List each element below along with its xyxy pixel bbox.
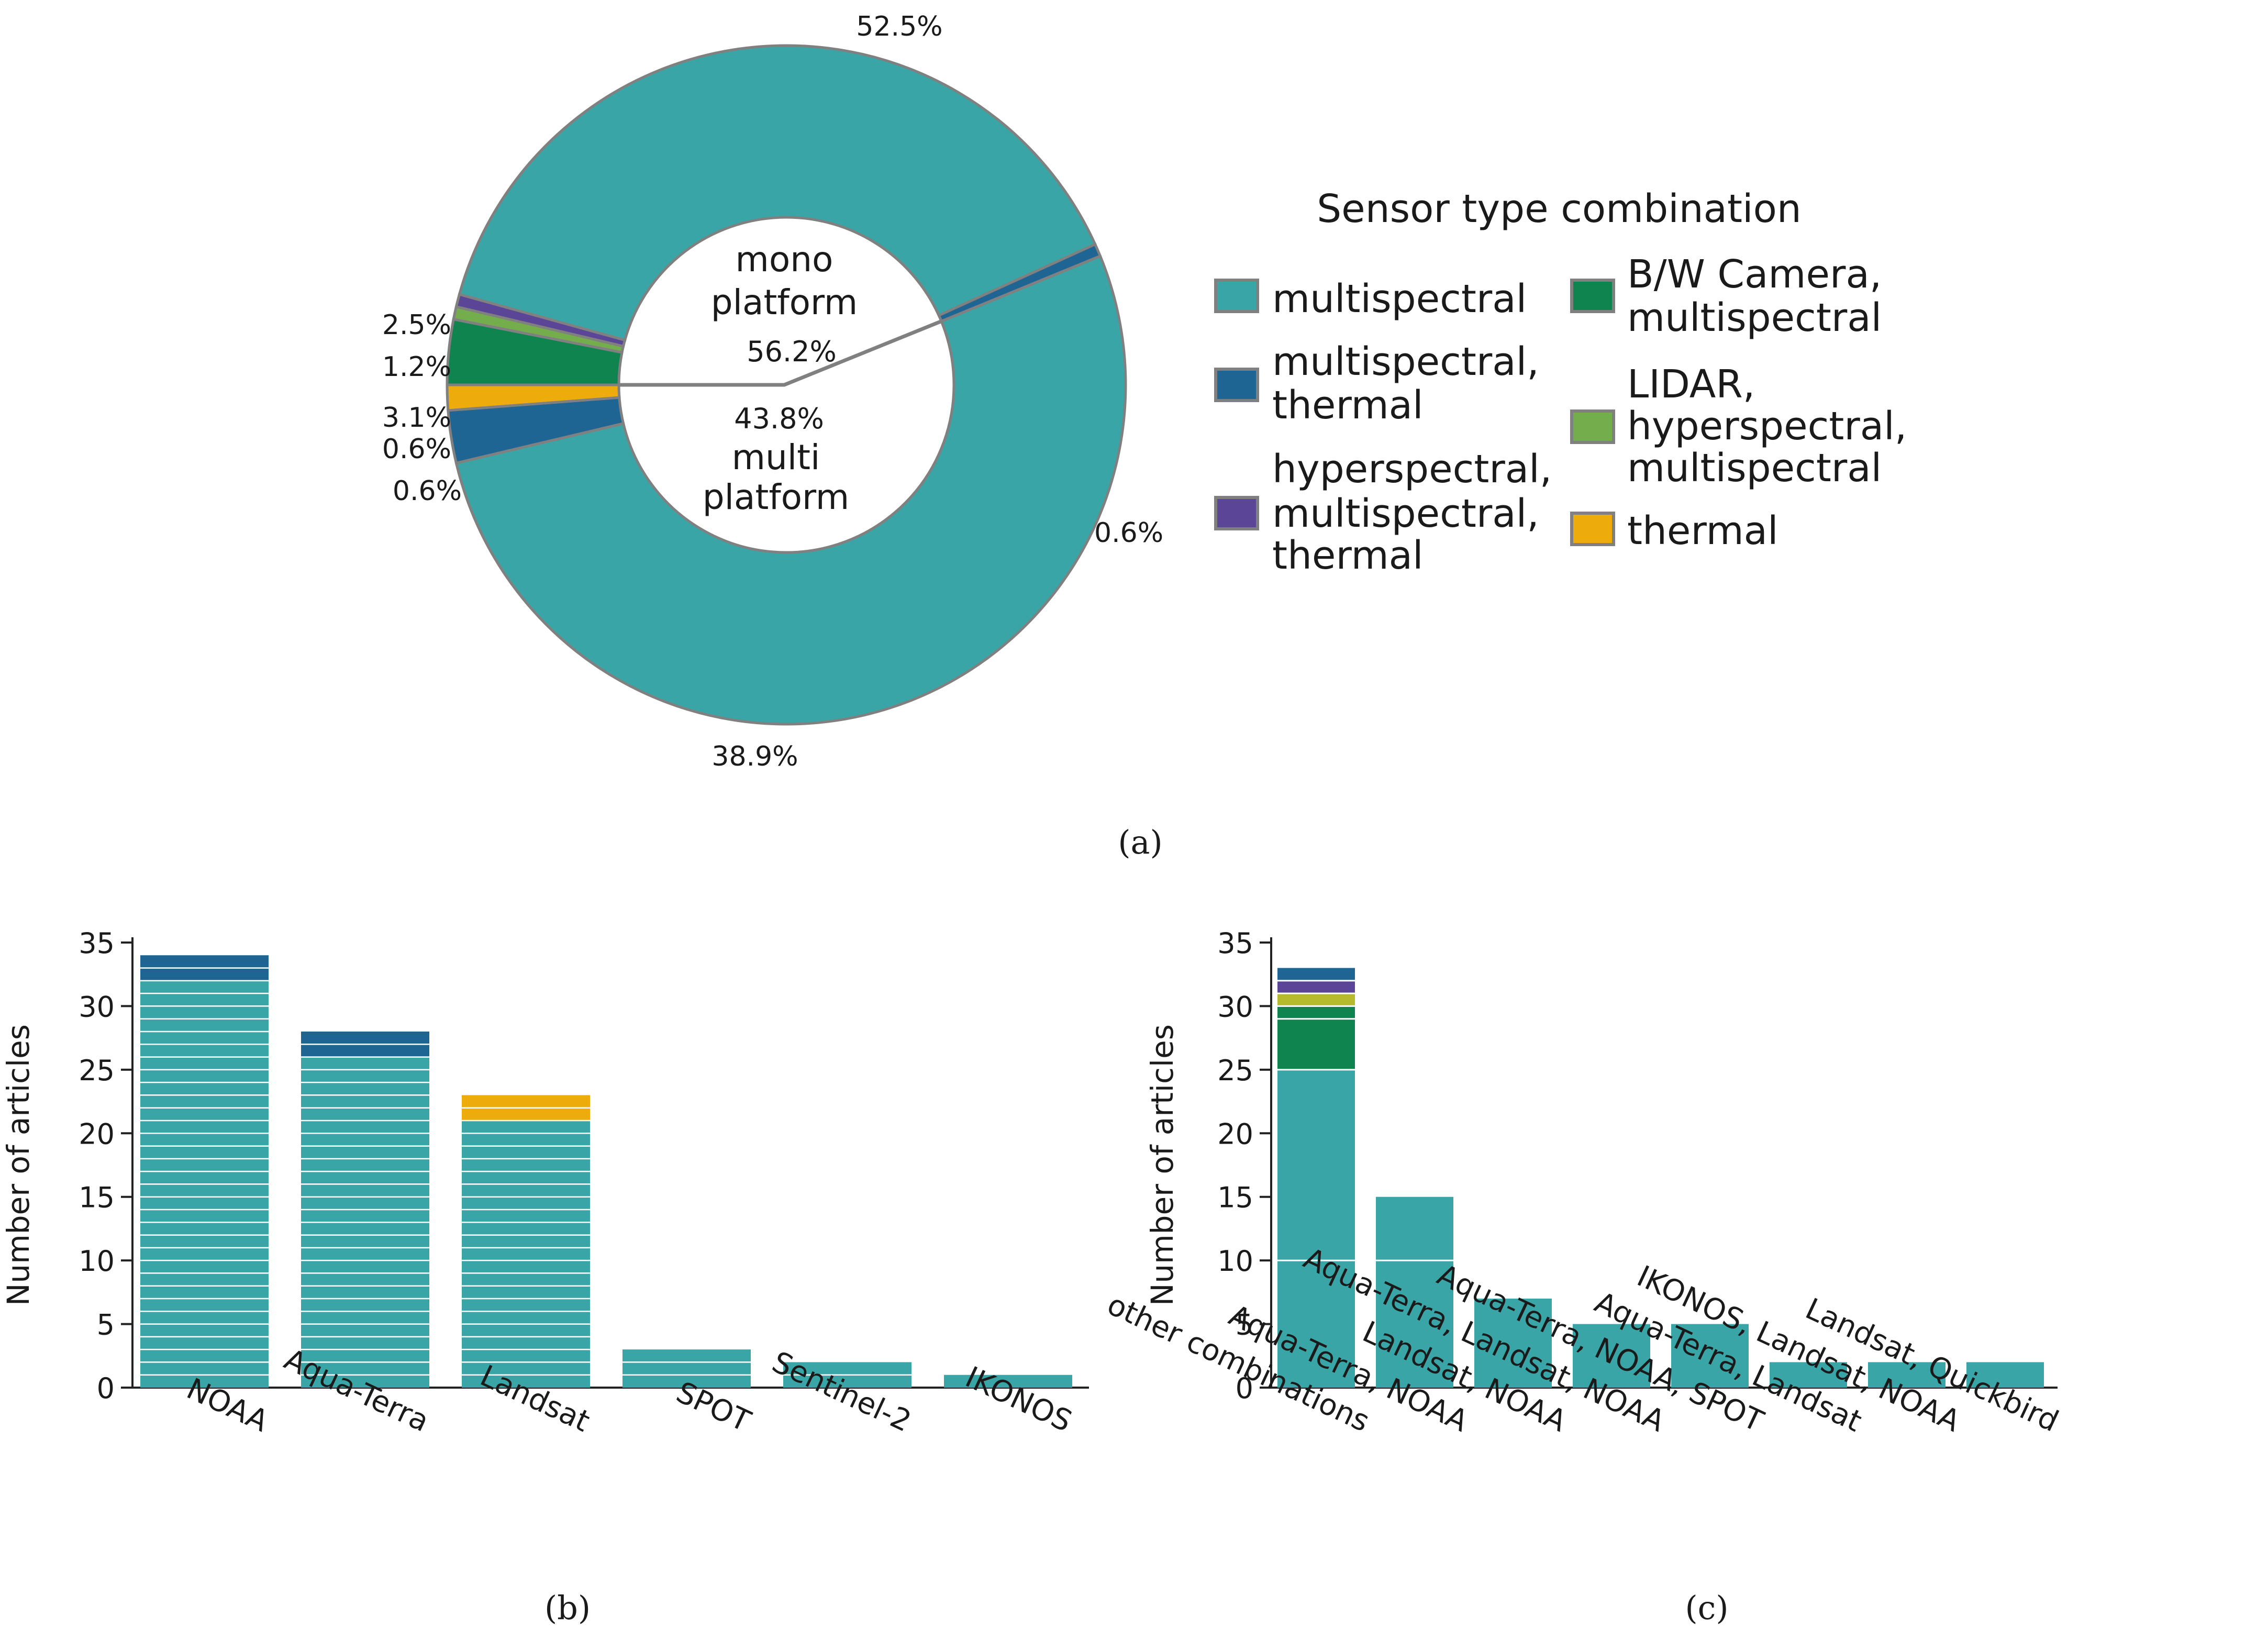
legend-label: multispectral [1627, 295, 1882, 340]
y-axis-label: Number of articles [1144, 1024, 1180, 1306]
y-axis-label: Number of articles [1, 1024, 36, 1306]
y-tick-label: 35 [1217, 927, 1253, 960]
legend-title: Sensor type combination [1317, 186, 1802, 231]
multi-platform-label-line2: platform [703, 477, 849, 517]
y-tick-label: 35 [79, 927, 115, 960]
donut-slice-label: 1.2% [382, 351, 451, 383]
donut-slices [446, 44, 1127, 726]
bar-segment-multispectral [1277, 1069, 1355, 1388]
y-tick-label: 25 [79, 1054, 115, 1087]
donut-slice-label: 52.5% [856, 11, 942, 42]
bar-segment-multispectral [1573, 1324, 1650, 1388]
bar-segment-multispectral [1376, 1196, 1453, 1388]
legend-label: multispectral [1627, 446, 1882, 491]
donut-slice-label: 38.9% [711, 741, 798, 772]
legend-entry-hyperspectral-multispectral-thermal: hyperspectral,multispectral,thermal [1214, 447, 1552, 578]
donut-slice-label: 0.6% [382, 434, 451, 465]
y-tick-label: 5 [97, 1309, 115, 1342]
legend-entry-multispectral: multispectral [1214, 276, 1527, 322]
multi-platform-percent: 43.8% [734, 402, 824, 435]
legend-label: multispectral [1272, 276, 1527, 322]
legend-label: thermal [1272, 383, 1424, 428]
y-tick-label: 30 [79, 990, 115, 1023]
mono-platform-label-line2: platform [711, 282, 858, 323]
bar-segment-multispectral [1868, 1362, 1945, 1388]
inner-divider-line [619, 319, 942, 387]
legend-swatch [1570, 512, 1615, 546]
legend-entry-thermal: thermal [1570, 508, 1778, 553]
mono-platform-label-line1: mono [736, 239, 833, 280]
legend-entry-multispectral-thermal: multispectral,thermal [1214, 339, 1539, 428]
panel-label-c: (c) [1685, 1589, 1728, 1627]
bar-segment-bw-camera-multispectral [1277, 1006, 1355, 1070]
legend-label: hyperspectral, [1627, 404, 1907, 449]
donut-slice-label: 3.1% [382, 402, 451, 434]
bar-segment-multispectral [1966, 1362, 2044, 1388]
y-tick-label: 0 [97, 1372, 115, 1405]
donut-slice-label: 2.5% [382, 309, 451, 341]
y-tick-label: 15 [79, 1181, 115, 1214]
bar-segment-hyperspectral-multispectral-thermal [1277, 980, 1355, 994]
legend-entries: multispectralmultispectral,thermalhypers… [1214, 252, 1907, 578]
y-tick-label: 20 [1217, 1117, 1253, 1150]
donut-slice-label: 0.6% [393, 475, 462, 507]
legend-swatch [1570, 279, 1615, 313]
y-tick-label: 0 [1236, 1372, 1253, 1405]
legend-label: hyperspectral, [1272, 447, 1552, 492]
legend-label: multispectral, [1272, 491, 1539, 536]
bar-segment-multispectral [944, 1375, 1072, 1388]
legend-label: LIDAR, [1627, 362, 1755, 407]
bar-segment-olive [1277, 993, 1355, 1006]
donut-slice-mono-multispectral [454, 254, 1127, 726]
bar-segment-multispectral [1671, 1324, 1749, 1388]
bar-segment-multispectral [1474, 1299, 1552, 1388]
legend-label: multispectral, [1272, 339, 1539, 384]
panel-label-b: (b) [544, 1589, 591, 1627]
panel-label-a: (a) [1118, 823, 1162, 861]
bar-segment-multispectral-thermal [1277, 968, 1355, 981]
legend-entry-lidar-hyperspectral-multispectral: LIDAR,hyperspectral,multispectral [1570, 362, 1907, 491]
donut-slice-labels: 52.5%2.5%1.2%3.1%0.6%0.6%38.9%0.6% [382, 11, 1163, 772]
legend-swatch [1214, 368, 1259, 402]
legend-swatch [1570, 409, 1615, 444]
legend: Sensor type combination multispectral mul… [1214, 186, 1907, 578]
y-tick-label: 5 [1236, 1309, 1253, 1342]
y-tick-label: 10 [79, 1245, 115, 1278]
mono-platform-percent: 56.2% [747, 335, 837, 368]
y-tick-label: 15 [1217, 1181, 1253, 1214]
donut-slice-label: 0.6% [1094, 517, 1163, 549]
legend-entry-bw-camera-multispectral: B/W Camera,multispectral [1570, 252, 1882, 340]
legend-label: B/W Camera, [1627, 252, 1882, 297]
legend-swatch [1214, 279, 1259, 313]
bar-segment-multispectral [622, 1349, 751, 1388]
inner-labels: mono platform 56.2% 43.8% multi platform [703, 239, 858, 517]
y-tick-label: 10 [1217, 1245, 1253, 1278]
bar-segment-multispectral [462, 1121, 590, 1388]
legend-label: thermal [1627, 508, 1778, 553]
panel-a-donut-chart: 52.5%2.5%1.2%3.1%0.6%0.6%38.9%0.6% mono … [382, 11, 1907, 861]
y-tick-label: 30 [1217, 990, 1253, 1023]
inner-divider [619, 319, 942, 387]
y-tick-label: 20 [79, 1117, 115, 1150]
y-tick-label: 25 [1217, 1054, 1253, 1087]
multi-platform-label-line1: multi [732, 437, 820, 478]
legend-label: thermal [1272, 533, 1424, 578]
legend-swatch [1214, 496, 1259, 530]
donut-slice-multi-multispectral [458, 44, 1097, 342]
bar-segment-multispectral [1770, 1362, 1847, 1388]
